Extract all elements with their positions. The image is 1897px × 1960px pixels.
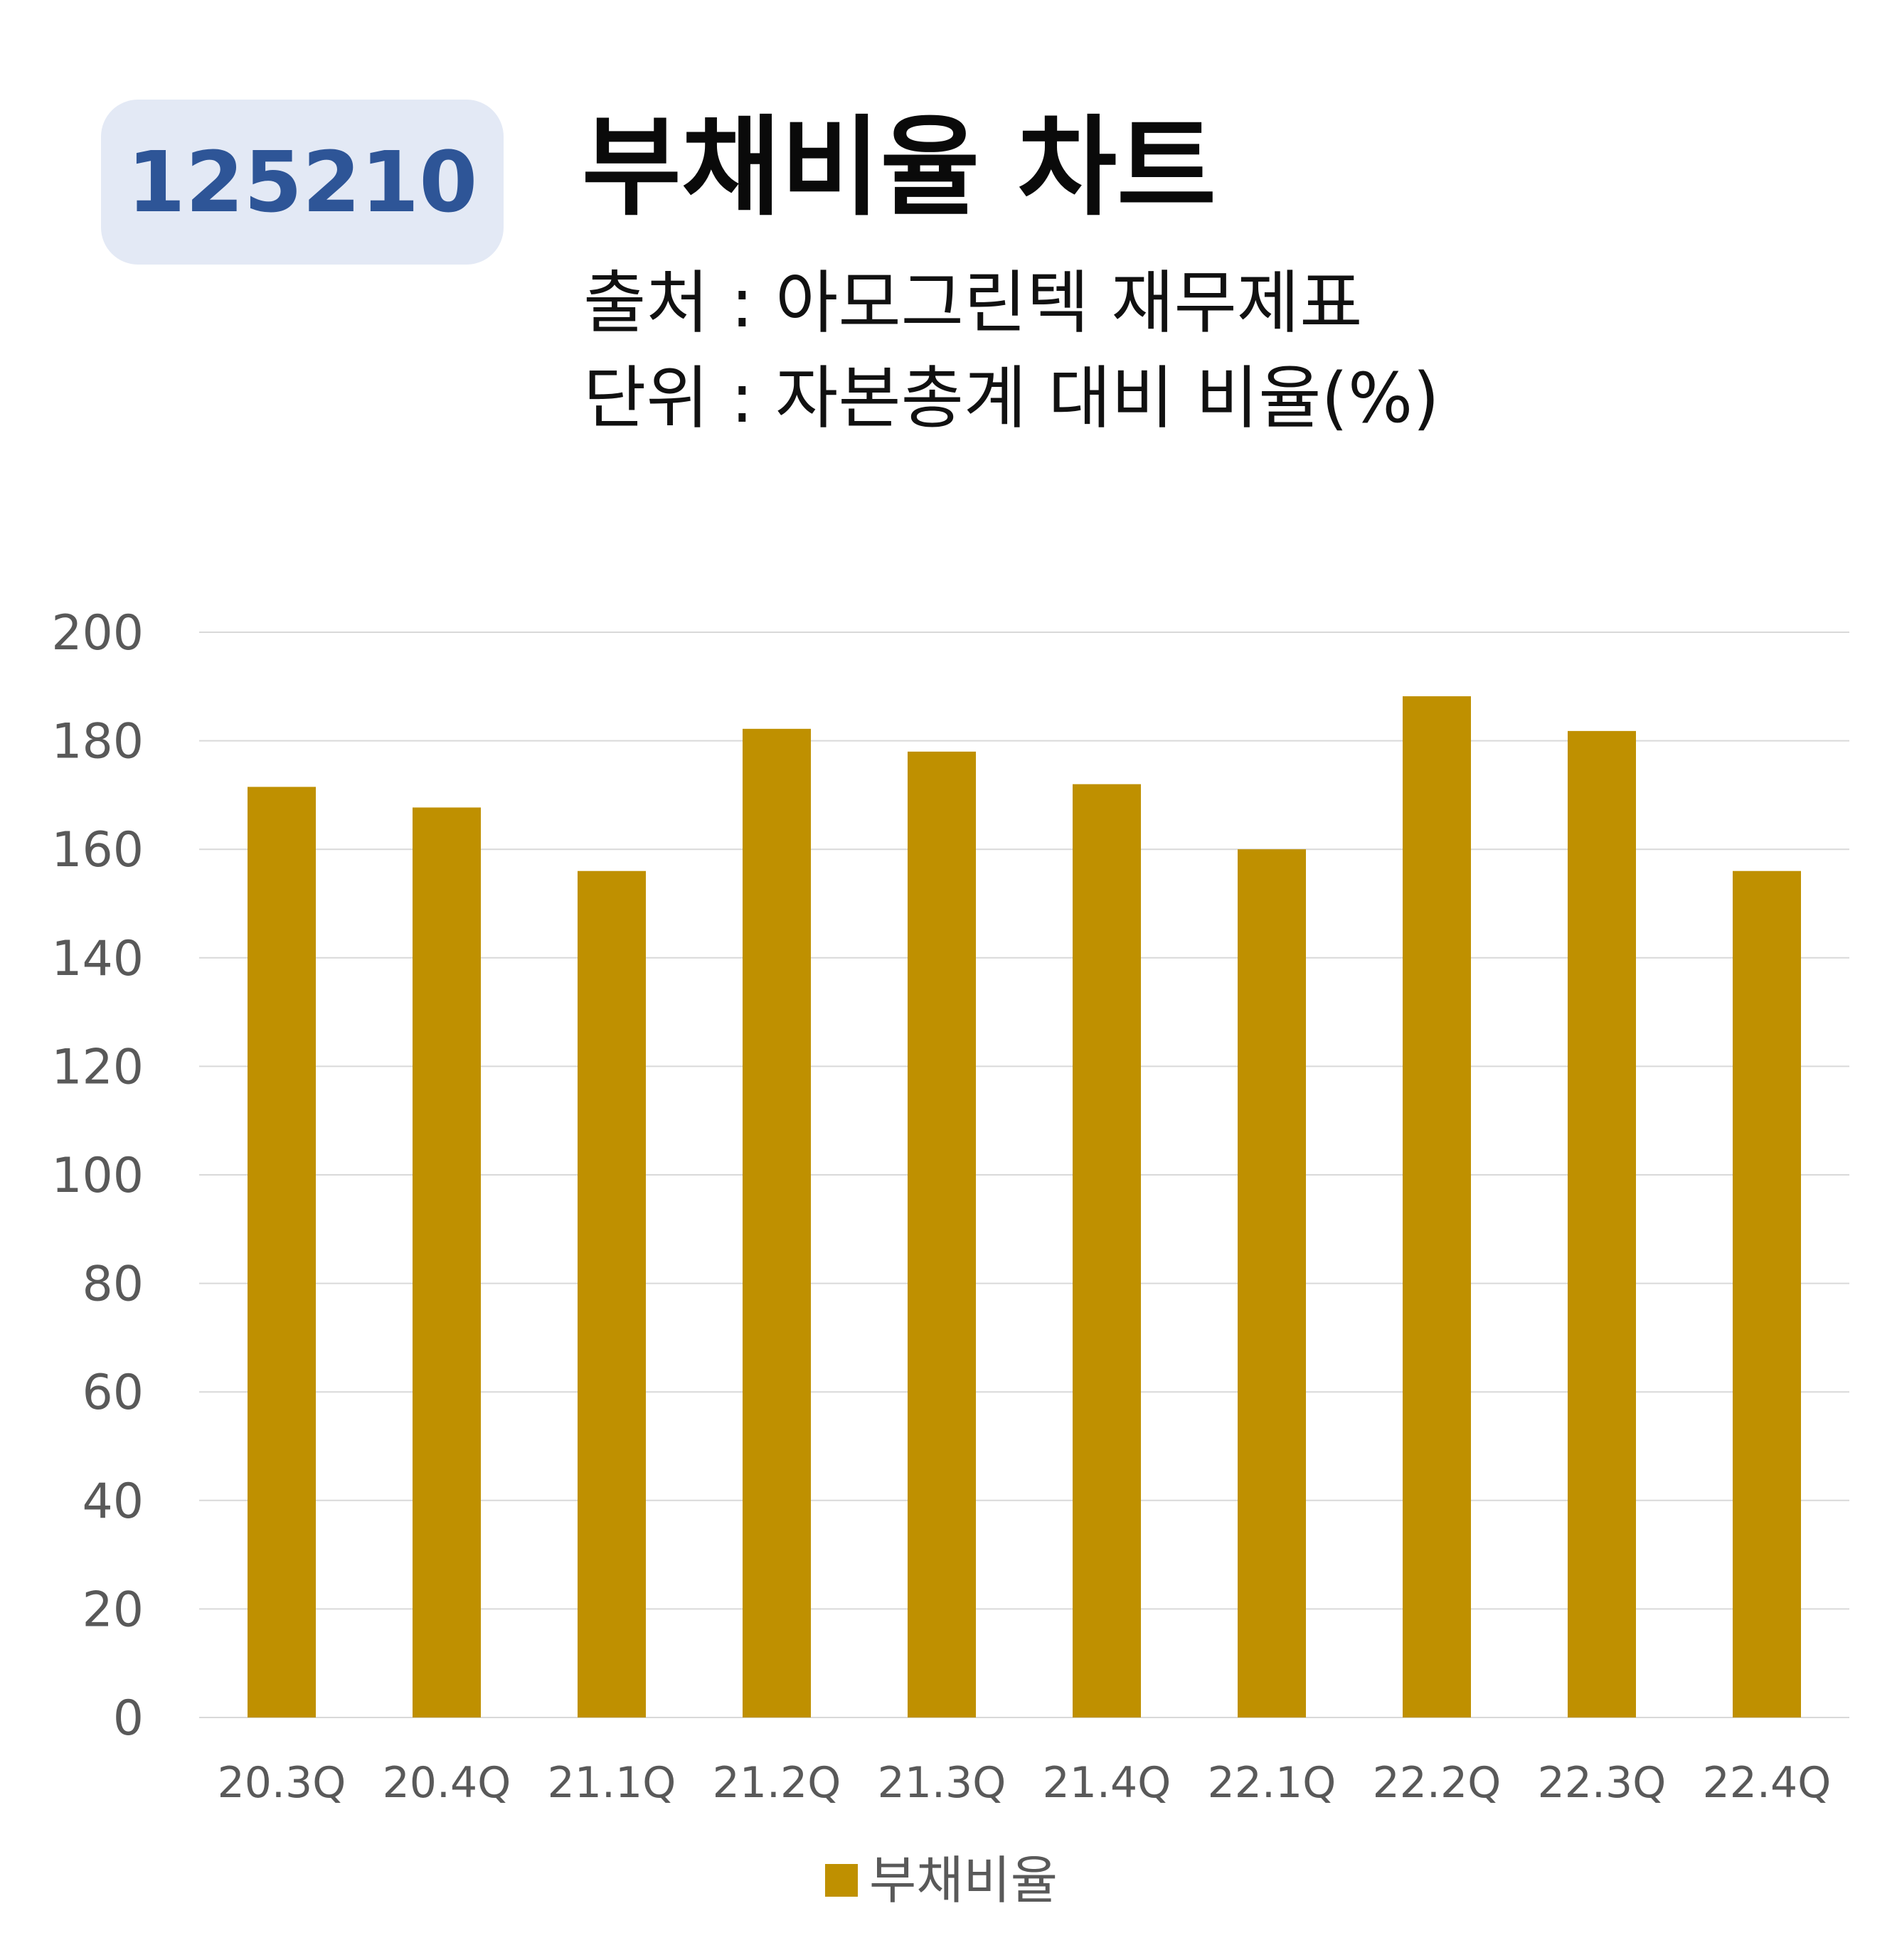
stock-code-badge: 125210 [101, 100, 504, 265]
y-tick-label: 100 [51, 1148, 144, 1204]
x-tick-label: 20.3Q [218, 1758, 346, 1808]
x-axis-ticks: 20.3Q 20.4Q 21.1Q 21.2Q 21.3Q 21.4Q 22.1Q 22.2Q… [218, 1758, 1832, 1808]
y-tick-label: 60 [82, 1365, 144, 1421]
source-line: 출처 : 아모그린텍 재무제표 [583, 263, 1363, 343]
bar-22.3Q [1568, 730, 1636, 1717]
x-tick-label: 22.1Q [1208, 1758, 1337, 1808]
x-tick-label: 22.4Q [1703, 1758, 1832, 1808]
y-tick-label: 80 [82, 1257, 144, 1313]
y-tick-label: 140 [51, 931, 144, 987]
y-tick-label: 40 [82, 1474, 144, 1530]
x-tick-label: 21.3Q [878, 1758, 1006, 1808]
stock-code: 125210 [127, 133, 478, 231]
y-tick-label: 0 [113, 1690, 144, 1747]
chart-title: 부채비율 차트 [582, 105, 1216, 230]
y-tick-label: 160 [51, 822, 144, 878]
x-tick-label: 22.3Q [1538, 1758, 1667, 1808]
y-tick-label: 180 [51, 714, 144, 770]
x-tick-label: 21.1Q [548, 1758, 676, 1808]
y-tick-label: 200 [51, 605, 144, 661]
unit-line: 단위 : 자본총계 대비 비율(%) [583, 358, 1440, 438]
x-tick-label: 20.4Q [383, 1758, 511, 1808]
legend-label: 부채비율 [869, 1850, 1058, 1910]
y-tick-label: 120 [51, 1039, 144, 1095]
bar-21.2Q [743, 728, 811, 1717]
bar-22.2Q [1403, 696, 1471, 1718]
bar-20.4Q [413, 807, 481, 1717]
bar-21.3Q [908, 751, 976, 1717]
x-tick-label: 21.4Q [1043, 1758, 1171, 1808]
x-tick-label: 22.2Q [1373, 1758, 1502, 1808]
bar-21.4Q [1073, 784, 1141, 1717]
legend: 부채비율 [825, 1855, 1058, 1906]
x-tick-label: 21.2Q [713, 1758, 841, 1808]
y-tick-label: 20 [82, 1582, 144, 1638]
bars [248, 696, 1801, 1718]
legend-swatch [825, 1864, 858, 1897]
bar-22.4Q [1733, 870, 1801, 1717]
bar-22.1Q [1238, 849, 1306, 1717]
y-axis-ticks: 0 20 40 60 80 100 120 140 160 180 200 [51, 605, 144, 1747]
bar-21.1Q [578, 870, 646, 1717]
bar-20.3Q [248, 787, 316, 1717]
